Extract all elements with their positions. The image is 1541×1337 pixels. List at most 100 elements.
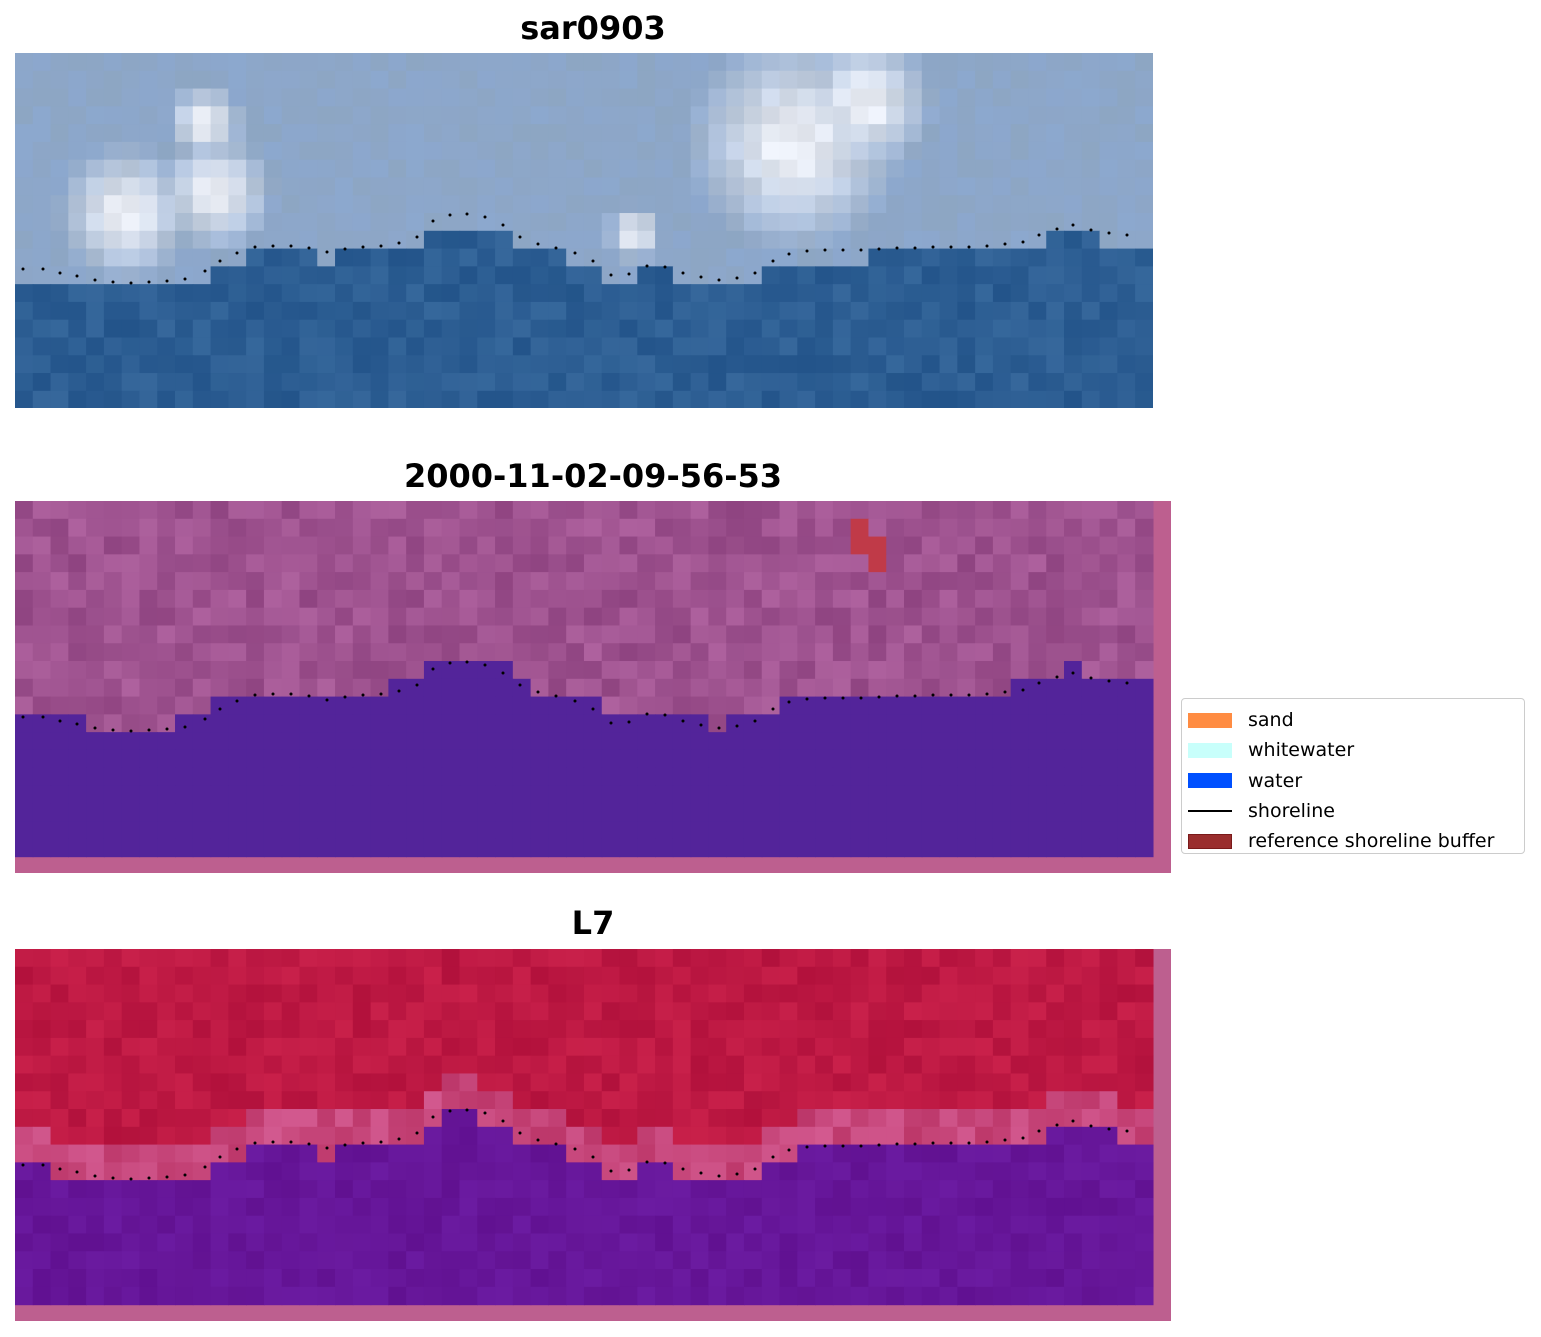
shoreline-point — [183, 1173, 187, 1177]
shoreline-point — [235, 699, 239, 703]
rgb-image-panel — [15, 53, 1153, 408]
shoreline-point — [877, 1143, 881, 1147]
shoreline-point — [859, 1144, 863, 1148]
shoreline-point — [431, 1115, 435, 1119]
shoreline-point — [58, 271, 62, 275]
shoreline-point — [1021, 688, 1025, 692]
shoreline-point — [699, 1171, 703, 1175]
panel-title-index: L7 — [571, 904, 615, 942]
shoreline-point — [448, 661, 452, 665]
shoreline-point — [536, 1138, 540, 1142]
legend-label-water: water — [1248, 769, 1303, 792]
shoreline-point — [448, 213, 452, 217]
shoreline-point — [805, 697, 809, 701]
shoreline-point — [841, 1144, 845, 1148]
shoreline-point — [895, 694, 899, 698]
shoreline-point — [307, 246, 311, 250]
shoreline-point — [717, 726, 721, 730]
shoreline-point — [397, 689, 401, 693]
shoreline-point — [609, 721, 613, 725]
shoreline-point — [465, 212, 469, 216]
legend-label-reference-buffer: reference shoreline buffer — [1248, 830, 1495, 853]
shoreline-point — [645, 712, 649, 716]
shoreline-point — [289, 244, 293, 248]
shoreline-point — [431, 219, 435, 223]
shoreline-point — [343, 247, 347, 251]
shoreline-point — [967, 693, 971, 697]
shoreline-point — [379, 244, 383, 248]
shoreline-point — [111, 280, 115, 284]
shoreline-point — [753, 1167, 757, 1171]
shoreline-point — [483, 215, 487, 219]
shoreline-point — [554, 1142, 558, 1146]
shoreline-point — [645, 264, 649, 268]
shoreline-point — [165, 279, 169, 283]
shoreline-point — [573, 699, 577, 703]
shoreline-point — [663, 1161, 667, 1165]
shoreline-point — [203, 269, 207, 273]
shoreline-point — [1055, 227, 1059, 231]
shoreline-point — [573, 1147, 577, 1151]
shoreline-point — [147, 1176, 151, 1180]
shoreline-point — [913, 246, 917, 250]
shoreline-point — [289, 692, 293, 696]
shoreline-point — [1089, 676, 1093, 680]
shoreline-point — [218, 1155, 222, 1159]
legend-item-sand: sand — [1182, 705, 1524, 735]
shoreline-point — [129, 729, 133, 733]
shoreline-point — [218, 259, 222, 263]
shoreline-point — [1125, 1129, 1129, 1133]
shoreline-point — [518, 1131, 522, 1135]
shoreline-point — [823, 696, 827, 700]
shoreline-point — [805, 249, 809, 253]
shoreline-point — [949, 245, 953, 249]
shoreline-point — [949, 693, 953, 697]
shoreline-point — [985, 692, 989, 696]
shoreline-point — [397, 241, 401, 245]
shoreline-point — [501, 671, 505, 675]
shoreline-point — [183, 277, 187, 281]
shoreline-point — [805, 1145, 809, 1149]
shoreline-point — [1037, 233, 1041, 237]
shoreline-point — [21, 715, 25, 719]
shoreline-point — [325, 250, 329, 254]
legend-swatch-water — [1188, 773, 1232, 789]
shoreline-point — [554, 694, 558, 698]
shoreline-point — [717, 1174, 721, 1178]
shoreline-point — [681, 719, 685, 723]
shoreline-point — [379, 692, 383, 696]
shoreline-point — [397, 1137, 401, 1141]
classified-image-panel — [15, 501, 1171, 873]
shoreline-point — [859, 248, 863, 252]
shoreline-point — [1055, 675, 1059, 679]
shoreline-point — [536, 690, 540, 694]
legend-item-whitewater: whitewater — [1182, 735, 1524, 765]
shoreline-point — [253, 245, 257, 249]
shoreline-point — [218, 707, 222, 711]
shoreline-point — [753, 271, 757, 275]
shoreline-point — [111, 1176, 115, 1180]
shoreline-point — [501, 223, 505, 227]
shoreline-point — [253, 1141, 257, 1145]
shoreline-point — [501, 1119, 505, 1123]
shoreline-point — [41, 267, 45, 271]
shoreline-point — [1003, 1138, 1007, 1142]
rgb-image — [15, 53, 1153, 408]
shoreline-point — [165, 727, 169, 731]
shoreline-point — [75, 1170, 79, 1174]
shoreline-point — [465, 660, 469, 664]
shoreline-point — [129, 281, 133, 285]
shoreline-point — [554, 246, 558, 250]
legend-label-sand: sand — [1248, 709, 1294, 732]
shoreline-point — [111, 728, 115, 732]
shoreline-point — [1089, 1124, 1093, 1128]
shoreline-point — [483, 663, 487, 667]
shoreline-point — [841, 248, 845, 252]
shoreline-point — [415, 683, 419, 687]
shoreline-point — [41, 715, 45, 719]
shoreline-point — [1071, 223, 1075, 227]
shoreline-point — [1037, 1129, 1041, 1133]
shoreline-point — [75, 274, 79, 278]
shoreline-point — [289, 1140, 293, 1144]
shoreline-point — [967, 245, 971, 249]
